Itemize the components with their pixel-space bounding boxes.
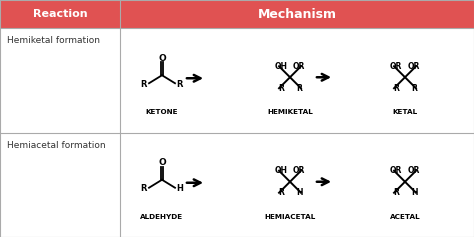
Text: KETONE: KETONE [146, 109, 178, 115]
Text: OR: OR [390, 167, 402, 175]
Text: O: O [158, 158, 166, 167]
Text: R: R [177, 80, 183, 89]
Bar [0, 0, 474, 28]
Text: Mechanism: Mechanism [257, 8, 337, 20]
Text: OR: OR [293, 167, 305, 175]
Text: ALDEHYDE: ALDEHYDE [140, 214, 183, 220]
Text: R: R [278, 188, 284, 197]
Text: Reaction: Reaction [33, 9, 87, 19]
Text: H: H [176, 184, 183, 193]
Text: HEMIKETAL: HEMIKETAL [267, 109, 313, 115]
Text: OR: OR [408, 62, 420, 71]
Text: R: R [411, 83, 417, 92]
Text: O: O [158, 54, 166, 63]
Text: OR: OR [390, 62, 402, 71]
Text: OH: OH [274, 62, 287, 71]
Text: R: R [278, 83, 284, 92]
Text: R: R [141, 184, 147, 193]
Text: HEMIACETAL: HEMIACETAL [264, 214, 316, 220]
Text: R: R [393, 83, 399, 92]
Text: OH: OH [274, 167, 287, 175]
Text: R: R [296, 83, 302, 92]
Text: H: H [296, 188, 302, 197]
Text: R: R [141, 80, 147, 89]
Text: Hemiacetal formation: Hemiacetal formation [7, 141, 106, 150]
Text: H: H [411, 188, 418, 197]
Text: Hemiketal formation: Hemiketal formation [7, 36, 100, 45]
Text: OR: OR [408, 167, 420, 175]
Text: OR: OR [293, 62, 305, 71]
Text: R: R [393, 188, 399, 197]
Text: KETAL: KETAL [392, 109, 418, 115]
Text: ACETAL: ACETAL [390, 214, 420, 220]
